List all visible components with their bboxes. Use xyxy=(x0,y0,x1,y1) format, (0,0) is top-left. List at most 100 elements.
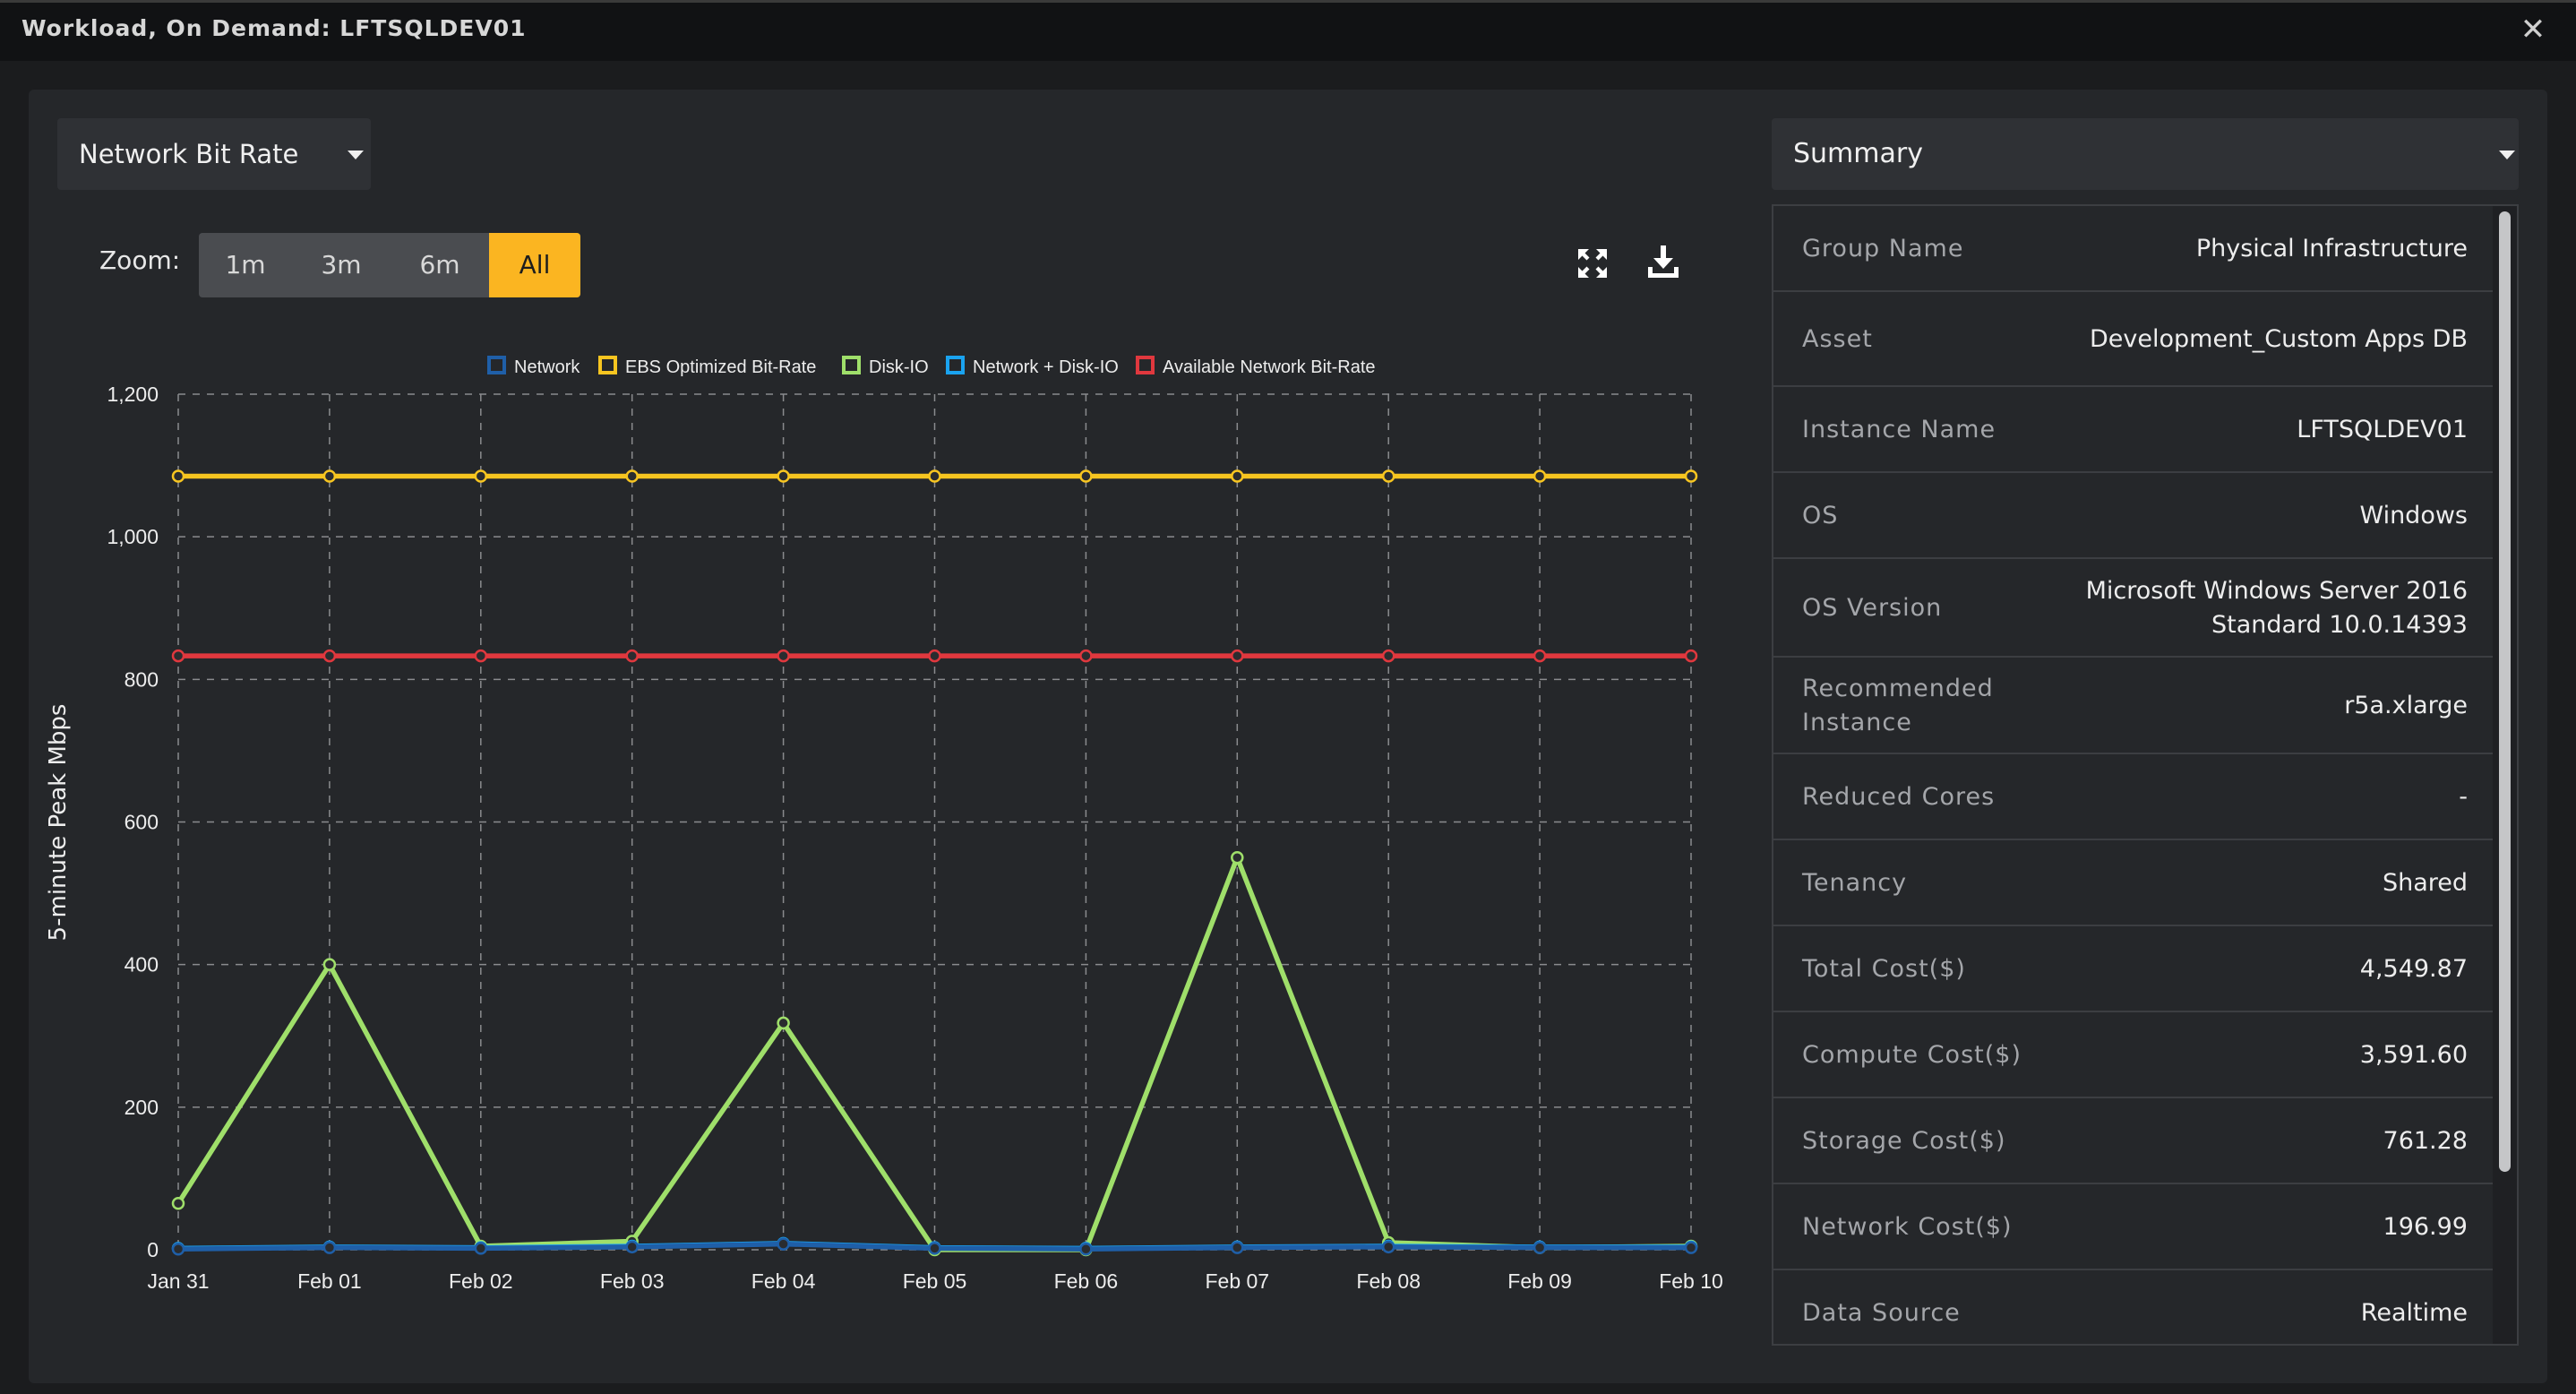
x-tick-label: Feb 05 xyxy=(903,1269,967,1293)
legend-swatch xyxy=(598,356,617,374)
summary-row-label: Network Cost($) xyxy=(1802,1213,2013,1241)
data-point-0 xyxy=(1231,1241,1244,1254)
y-tick-label: 0 xyxy=(147,1238,159,1261)
data-point-1 xyxy=(171,469,185,483)
legend-label: Network xyxy=(514,357,580,377)
summary-row: Data Source Realtime xyxy=(1773,1270,2494,1344)
data-point-0 xyxy=(474,1242,488,1255)
data-point-0 xyxy=(625,1240,639,1254)
legend-swatch xyxy=(842,356,861,374)
summary-row-label: Instance Name xyxy=(1802,416,1996,443)
summary-row-label: Total Cost($) xyxy=(1802,955,1966,983)
summary-row-label: Asset xyxy=(1802,325,1873,353)
summary-row: Network Cost($) 196.99 xyxy=(1773,1184,2494,1270)
data-point-1 xyxy=(1381,469,1395,483)
summary-row-value: r5a.xlarge xyxy=(2344,692,2468,719)
data-point-0 xyxy=(1079,1242,1093,1256)
summary-row: Reduced Cores - xyxy=(1773,754,2494,840)
data-point-4 xyxy=(928,649,941,663)
summary-row-value: Microsoft Windows Server 2016 Standard 1… xyxy=(2085,577,2468,639)
data-point-0 xyxy=(1684,1241,1698,1254)
summary-row: Asset Development_Custom Apps DB xyxy=(1773,292,2494,387)
data-point-2 xyxy=(322,958,337,971)
zoom-all-button[interactable]: All xyxy=(489,233,580,297)
x-tick-label: Feb 01 xyxy=(297,1269,362,1293)
summary-row: OS Windows xyxy=(1773,473,2494,559)
summary-row: Total Cost($) 4,549.87 xyxy=(1773,926,2494,1012)
summary-row-value: Windows xyxy=(2359,502,2468,529)
data-point-0 xyxy=(322,1241,337,1254)
summary-dropdown[interactable]: Summary xyxy=(1772,118,2519,190)
legend-label: EBS Optimized Bit-Rate xyxy=(625,357,816,377)
summary-row-label: Tenancy xyxy=(1802,869,1908,897)
zoom-label: Zoom: xyxy=(99,245,181,275)
summary-table: Group Name Physical Infrastructure Asset De… xyxy=(1772,204,2519,1346)
x-tick-label: Feb 09 xyxy=(1507,1269,1572,1293)
scrollbar[interactable] xyxy=(2493,206,2517,1344)
summary-row-value: Realtime xyxy=(2360,1299,2468,1327)
summary-row-value: 196.99 xyxy=(2383,1213,2468,1241)
data-point-1 xyxy=(1684,469,1698,483)
metric-dropdown[interactable]: Network Bit Rate xyxy=(57,118,371,190)
data-point-1 xyxy=(625,469,639,483)
data-point-1 xyxy=(474,469,488,483)
x-tick-label: Feb 02 xyxy=(449,1269,513,1293)
summary-row: OS Version Microsoft Windows Server 2016 … xyxy=(1773,559,2494,658)
data-point-1 xyxy=(777,469,790,483)
data-point-4 xyxy=(474,649,488,663)
data-point-1 xyxy=(322,469,337,483)
data-point-4 xyxy=(171,649,185,663)
x-tick-label: Feb 06 xyxy=(1054,1269,1119,1293)
x-tick-label: Feb 08 xyxy=(1356,1269,1421,1293)
summary-row-value: 761.28 xyxy=(2383,1127,2468,1155)
title-bar: Workload, On Demand: LFTSQLDEV01 ✕ xyxy=(0,0,2576,61)
data-point-0 xyxy=(1533,1241,1547,1254)
y-tick-label: 1,200 xyxy=(107,383,159,406)
summary-row: Instance Name LFTSQLDEV01 xyxy=(1773,387,2494,473)
y-tick-label: 1,000 xyxy=(107,525,159,548)
summary-row: Recommended Instance r5a.xlarge xyxy=(1773,658,2494,754)
y-tick-label: 200 xyxy=(125,1096,159,1119)
summary-row-value: LFTSQLDEV01 xyxy=(2297,416,2468,443)
summary-row-value: Physical Infrastructure xyxy=(2195,235,2468,262)
summary-row: Storage Cost($) 761.28 xyxy=(1773,1098,2494,1184)
network-bit-rate-chart: 0 200 400 600 800 1,000 1,200 Jan 31 Feb 01 Feb 0… xyxy=(45,356,1723,1293)
zoom-3m-button[interactable]: 3m xyxy=(321,250,362,280)
summary-row-value: 3,591.60 xyxy=(2359,1041,2468,1069)
data-point-4 xyxy=(322,649,337,663)
data-point-0 xyxy=(1381,1240,1395,1254)
legend-label: Network + Disk-IO xyxy=(973,357,1119,377)
data-point-4 xyxy=(625,649,639,663)
y-tick-label: 400 xyxy=(125,953,159,977)
summary-row-value: 4,549.87 xyxy=(2359,955,2468,983)
y-tick-label: 800 xyxy=(125,667,159,691)
summary-row-value: Development_Custom Apps DB xyxy=(2090,325,2468,353)
y-axis-title: 5-minute Peak Mbps xyxy=(45,704,72,942)
window-title: Workload, On Demand: LFTSQLDEV01 xyxy=(21,15,527,41)
workload-panel: Network Bit Rate Zoom: 1m 3m 6m All 0 200… xyxy=(29,90,2547,1383)
data-point-0 xyxy=(928,1242,941,1255)
x-tick-label: Feb 04 xyxy=(751,1269,816,1293)
data-point-2 xyxy=(1231,851,1244,865)
data-point-2 xyxy=(777,1016,790,1030)
scrollbar-thumb[interactable] xyxy=(2499,211,2511,1172)
data-point-4 xyxy=(1533,649,1547,663)
legend-label: Disk-IO xyxy=(869,357,929,377)
data-point-4 xyxy=(1231,649,1244,663)
caret-down-icon xyxy=(2499,151,2515,159)
x-tick-label: Jan 31 xyxy=(147,1269,209,1293)
data-point-1 xyxy=(928,469,941,483)
caret-down-icon xyxy=(348,151,364,159)
close-icon[interactable]: ✕ xyxy=(2520,12,2546,47)
zoom-button-group: 1m 3m 6m All xyxy=(199,233,580,297)
data-point-0 xyxy=(777,1237,790,1251)
download-icon[interactable] xyxy=(1645,244,1681,280)
fullscreen-icon[interactable] xyxy=(1576,247,1609,280)
summary-row-label: OS Version xyxy=(1802,594,1943,622)
legend-swatch xyxy=(946,356,965,374)
zoom-6m-button[interactable]: 6m xyxy=(419,250,460,280)
summary-row-label: Group Name xyxy=(1802,235,1964,262)
summary-row-value: - xyxy=(2459,783,2468,811)
summary-row: Compute Cost($) 3,591.60 xyxy=(1773,1012,2494,1098)
zoom-1m-button[interactable]: 1m xyxy=(225,250,266,280)
